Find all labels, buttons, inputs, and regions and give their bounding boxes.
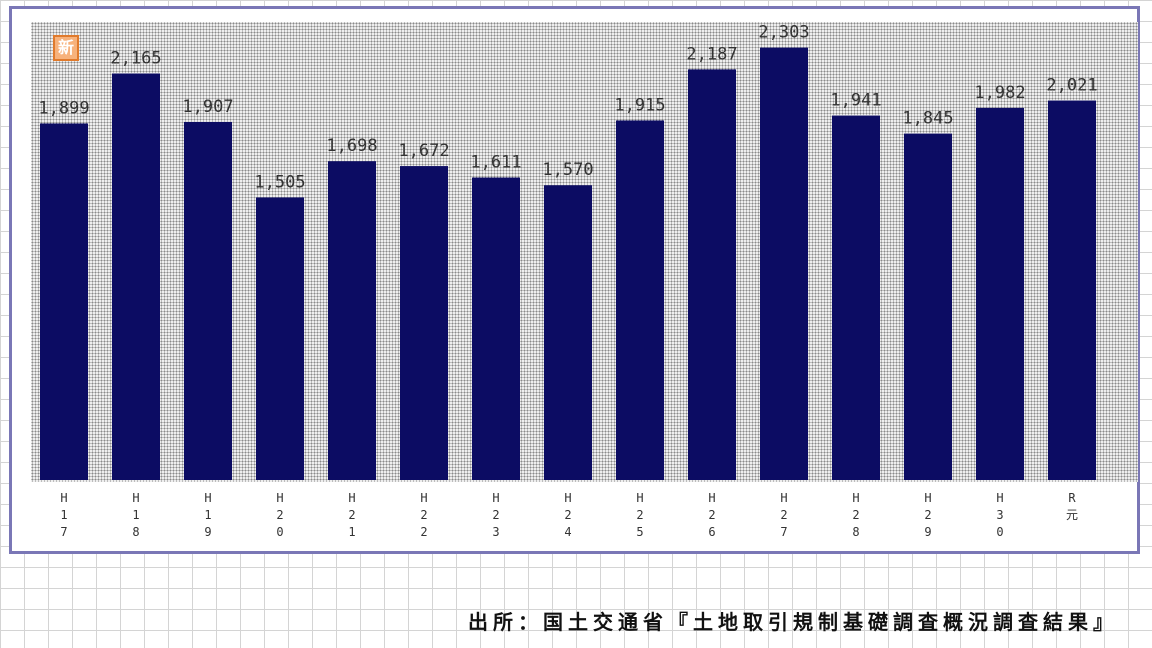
value-label-H28: 1,941 <box>830 91 881 111</box>
bar-R元 <box>1048 100 1096 480</box>
value-label-H17: 1,899 <box>38 98 89 118</box>
value-label-H22: 1,672 <box>398 141 449 161</box>
value-label-H25: 1,915 <box>614 95 665 115</box>
bar-H22 <box>400 166 448 480</box>
value-label-H29: 1,845 <box>902 109 953 129</box>
value-label-H21: 1,698 <box>326 136 377 156</box>
bar-H24 <box>544 185 592 480</box>
bar-H26 <box>688 69 736 481</box>
source-caption: 出所：国土交通省『土地取引規制基礎調査概況調査結果』 <box>468 610 1118 634</box>
bar-H29 <box>904 133 952 480</box>
bar-H23 <box>472 177 520 480</box>
value-label-H30: 1,982 <box>974 83 1025 103</box>
bar-H30 <box>976 107 1024 480</box>
bar-H17 <box>40 123 88 480</box>
bar-H20 <box>256 197 304 480</box>
bar-H28 <box>832 115 880 480</box>
bar-H25 <box>616 120 664 481</box>
value-label-R元: 2,021 <box>1046 76 1097 96</box>
bar-H18 <box>112 73 160 481</box>
value-label-H27: 2,303 <box>758 23 809 43</box>
new-badge-icon: 新 <box>53 35 79 61</box>
bar-H19 <box>184 121 232 480</box>
bar-H21 <box>328 161 376 480</box>
value-label-H26: 2,187 <box>686 44 737 64</box>
value-label-H18: 2,165 <box>110 49 161 69</box>
bar-H27 <box>760 47 808 480</box>
value-label-H23: 1,611 <box>470 153 521 173</box>
value-label-H20: 1,505 <box>254 172 305 192</box>
value-label-H19: 1,907 <box>182 97 233 117</box>
value-label-H24: 1,570 <box>542 160 593 180</box>
